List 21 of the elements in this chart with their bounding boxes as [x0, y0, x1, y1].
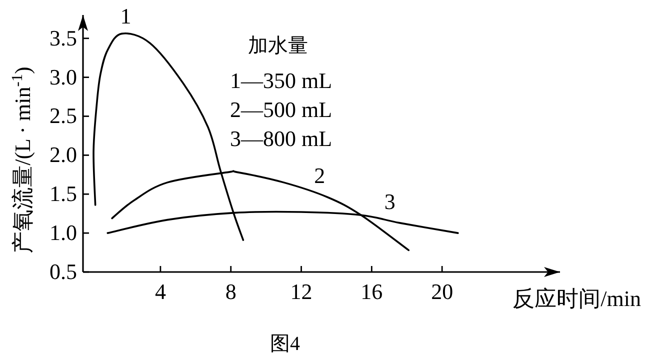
y-tick-label: 3.0	[50, 64, 77, 90]
x-tick-label: 16	[360, 279, 383, 304]
x-tick-label: 8	[225, 279, 236, 304]
text: 2—500 mL	[230, 97, 332, 122]
caption: 图4	[270, 333, 300, 355]
y-tick-label: 0.5	[50, 259, 77, 284]
y-tick-label: 3.5	[50, 25, 77, 50]
y-tick-label: 2.0	[50, 142, 77, 168]
x-tick-label: 12	[290, 279, 312, 304]
y-tick-label: 1.0	[50, 220, 77, 246]
y-tick-label: 1.5	[50, 181, 77, 206]
x-axis-title: 反应时间/min	[512, 286, 641, 311]
x-tick-label: 4	[154, 279, 166, 304]
series-label: 3	[384, 188, 396, 214]
y-tick-label: 2.5	[50, 103, 77, 128]
x-tick-label: 20	[431, 279, 454, 304]
legend-label: 1	[120, 4, 132, 29]
text: 加水量	[248, 35, 308, 57]
series-label: 2	[314, 163, 326, 188]
text: 1—350 mL	[230, 68, 332, 93]
text: 3—800 mL	[230, 126, 332, 151]
